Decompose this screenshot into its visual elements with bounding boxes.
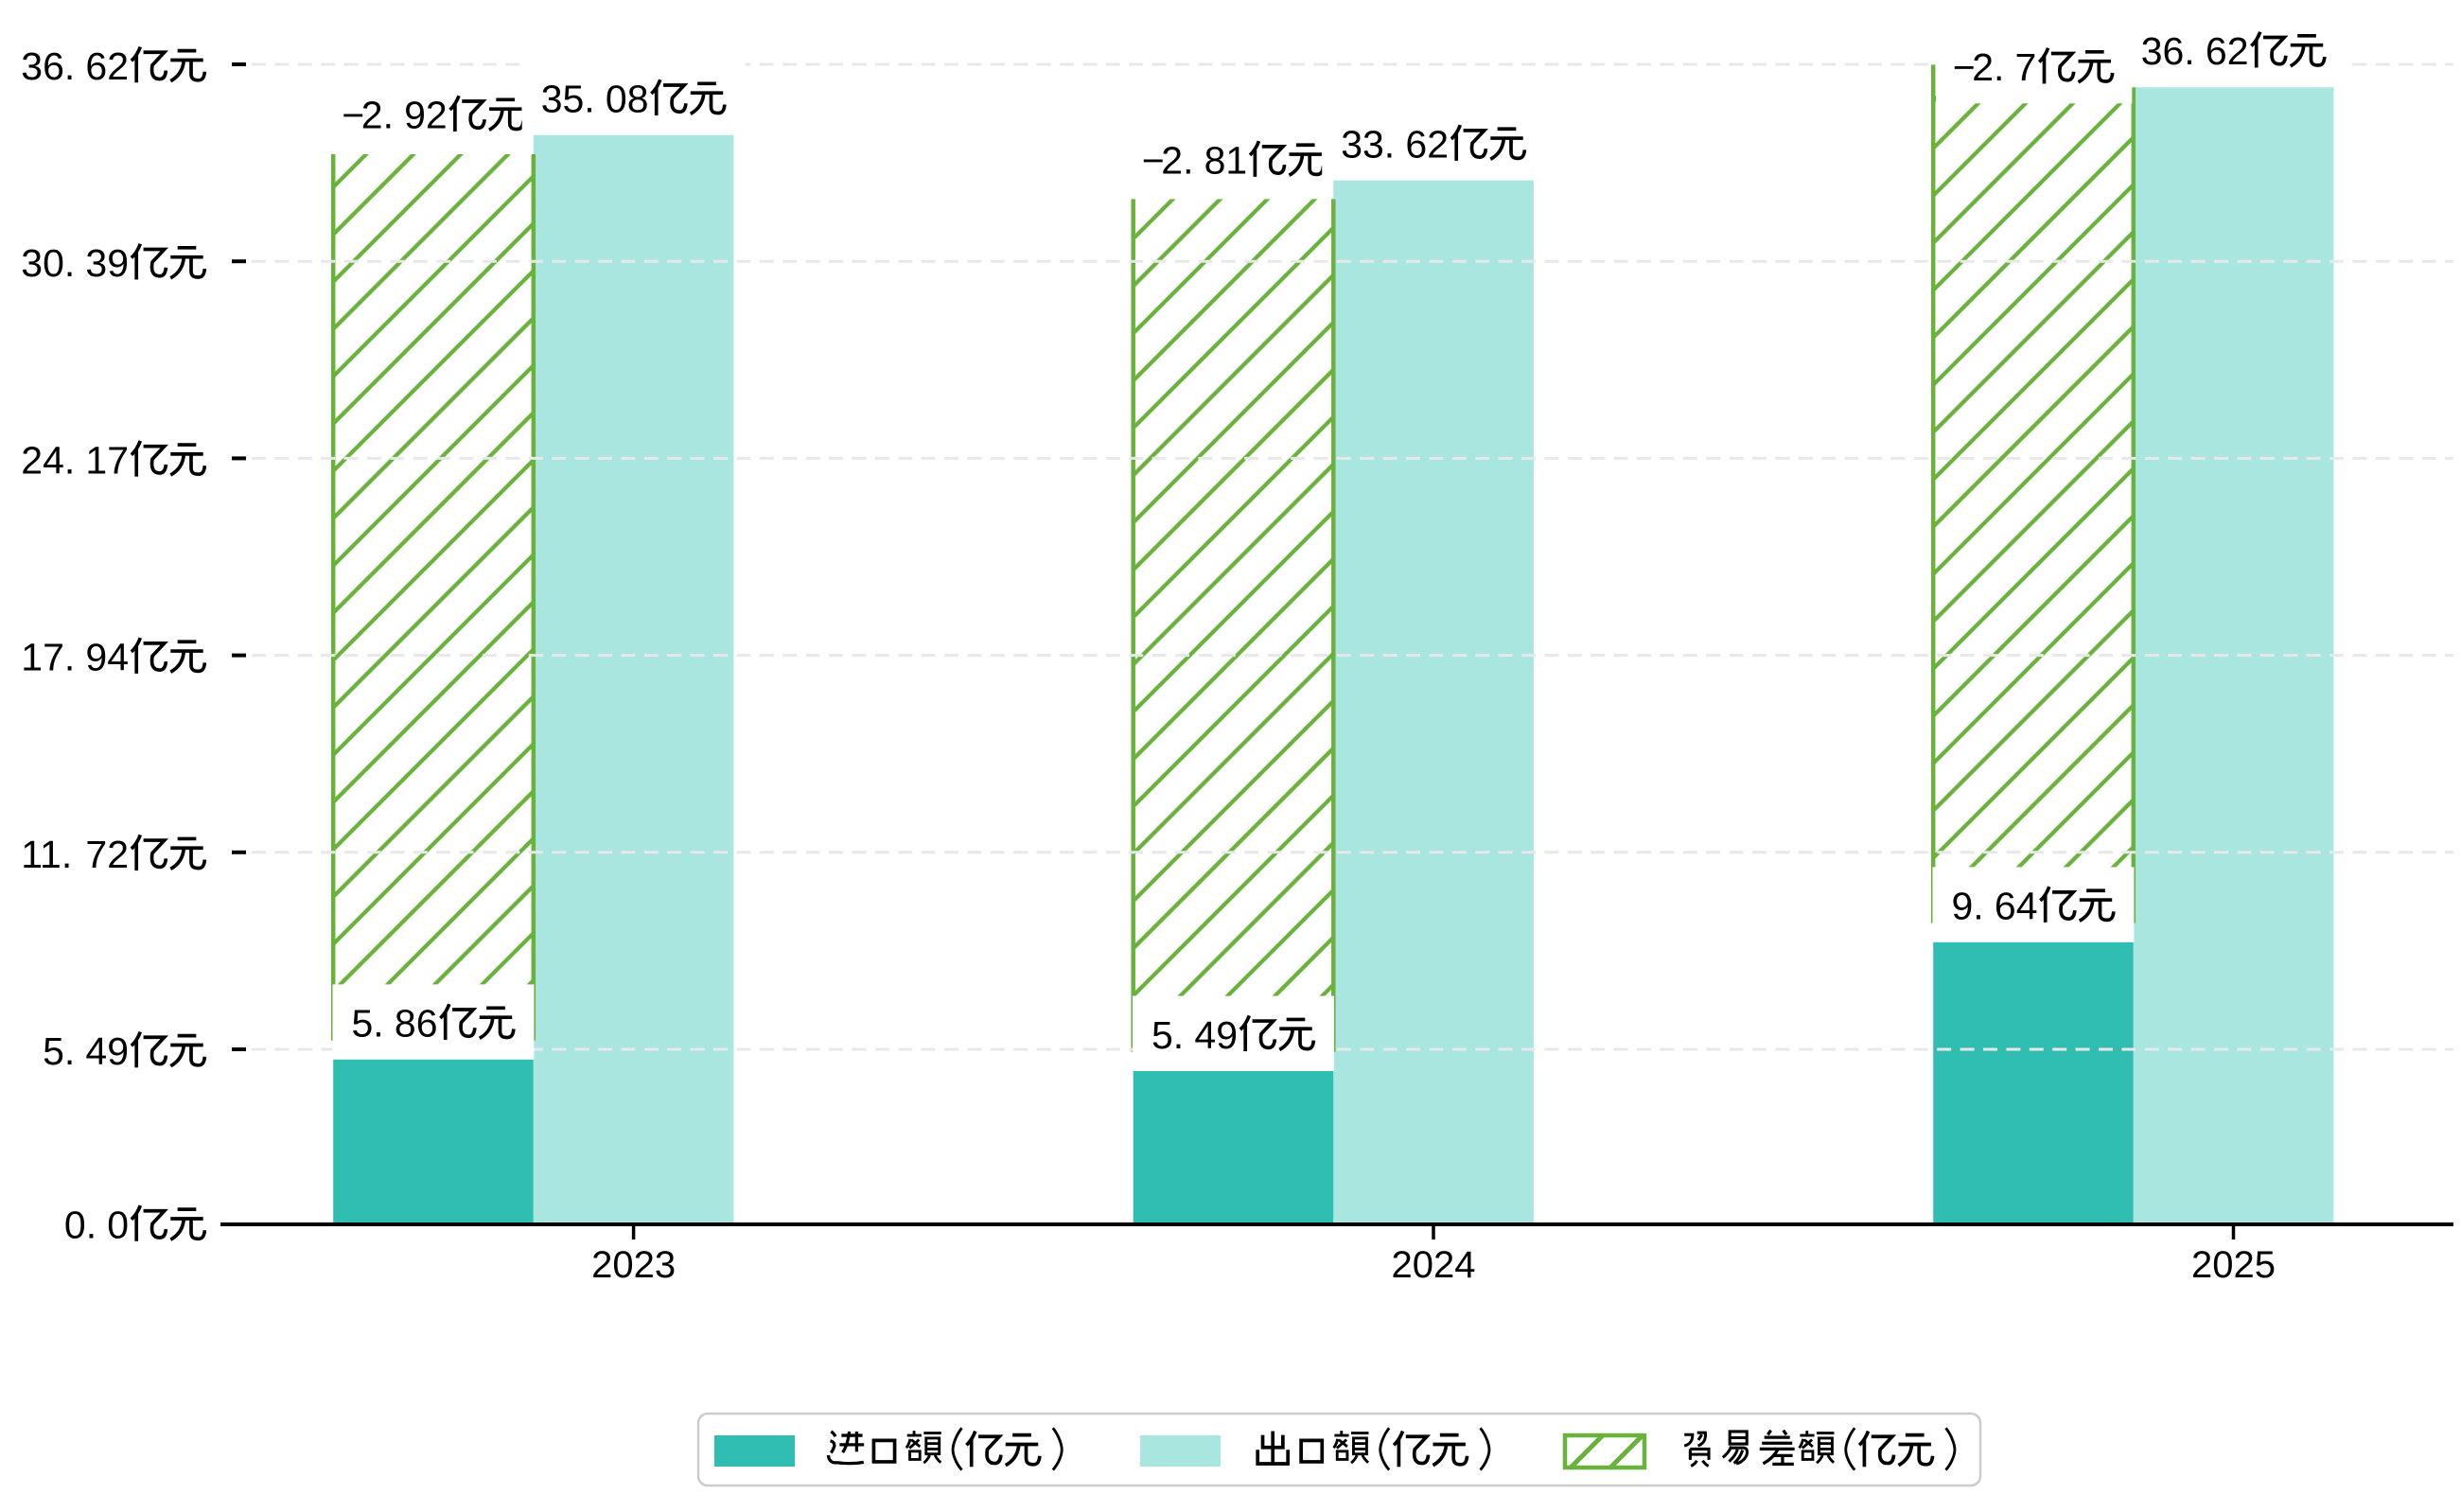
svg-text:81: 81 [1204,139,1248,183]
svg-text:2.: 2. [1161,139,1193,183]
svg-text:94: 94 [85,636,129,679]
svg-text:2.: 2. [361,94,394,137]
svg-text:62: 62 [1405,123,1449,167]
svg-text:−: − [1142,139,1165,183]
svg-text:62: 62 [2206,29,2249,73]
svg-text:11.: 11. [21,833,72,876]
svg-text:−: − [1953,45,1976,89]
svg-text:35.: 35. [541,78,595,121]
svg-text:30.: 30. [21,241,75,285]
svg-text:86: 86 [395,1002,438,1046]
svg-text:33.: 33. [1341,123,1395,167]
svg-text:36.: 36. [2141,29,2195,73]
svg-text:2024: 2024 [1392,1244,1476,1286]
svg-text:−: − [342,94,364,137]
svg-text:08: 08 [606,78,649,121]
svg-text:24.: 24. [21,438,75,482]
svg-text:62: 62 [85,44,129,88]
svg-text:17.: 17. [21,636,75,679]
svg-text:0.: 0. [64,1204,97,1247]
svg-text:2025: 2025 [2191,1244,2276,1286]
svg-text:49: 49 [85,1029,129,1073]
svg-text:36.: 36. [21,44,75,88]
svg-text:5.: 5. [352,1002,384,1046]
svg-text:17: 17 [85,438,129,482]
svg-text:49: 49 [1194,1013,1238,1057]
svg-text:2023: 2023 [591,1244,676,1286]
svg-text:7: 7 [2015,45,2037,89]
svg-text:5.: 5. [1151,1013,1184,1057]
svg-text:39: 39 [85,241,129,285]
svg-text:0: 0 [107,1204,129,1247]
svg-text:9.: 9. [1952,885,1984,928]
svg-text:64: 64 [1995,885,2038,928]
svg-text:92: 92 [404,94,448,137]
svg-text:5.: 5. [43,1029,75,1073]
svg-text:72: 72 [85,833,129,876]
svg-text:2.: 2. [1972,45,2004,89]
